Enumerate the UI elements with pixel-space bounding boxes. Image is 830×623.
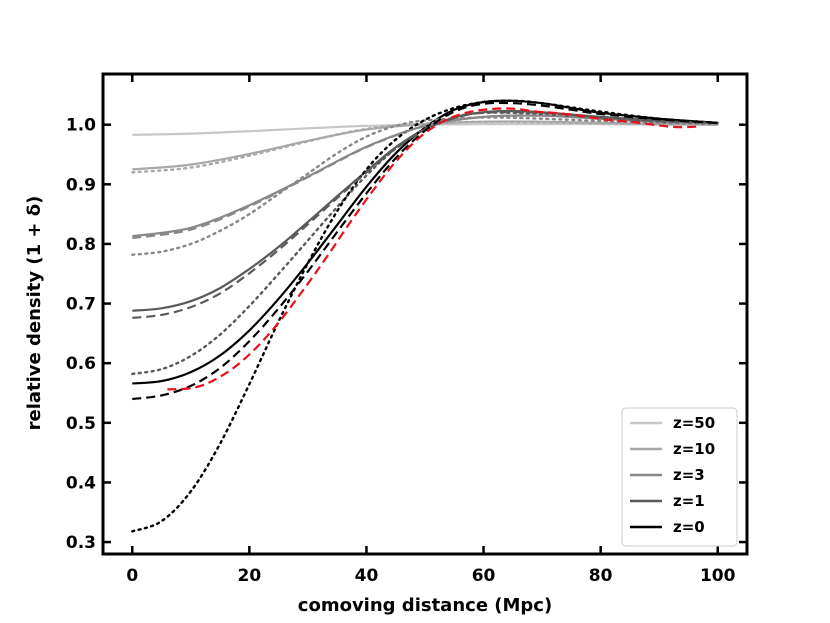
x-tick-label: 20 xyxy=(238,566,262,586)
legend-label: z=50 xyxy=(673,414,715,432)
y-tick-label: 0.7 xyxy=(66,295,96,315)
x-tick-label: 60 xyxy=(472,566,496,586)
legend-label: z=0 xyxy=(673,518,705,536)
series-line-z-10-dotted xyxy=(131,120,719,174)
x-tick-label: 40 xyxy=(355,566,379,586)
y-tick-label: 0.4 xyxy=(66,473,96,493)
x-axis-label: comoving distance (Mpc) xyxy=(298,595,552,616)
legend-label: z=1 xyxy=(673,492,705,510)
x-tick-label: 80 xyxy=(589,566,613,586)
series-layer xyxy=(131,99,719,533)
legend: z=50 z=10 z=3 z=1 z=0 xyxy=(621,407,738,547)
y-axis-label: relative density (1 + δ) xyxy=(24,196,45,431)
y-tick-label: 0.6 xyxy=(66,354,96,374)
plot-frame xyxy=(101,72,749,556)
y-tick-label: 0.5 xyxy=(66,414,96,434)
x-tick-label: 100 xyxy=(700,566,736,586)
legend-box xyxy=(621,407,738,547)
y-tick-label: 0.9 xyxy=(66,175,96,195)
y-tick-label: 1.0 xyxy=(66,116,96,136)
series-line-z-1-dashed xyxy=(132,111,718,319)
series-line-z-1 xyxy=(132,109,718,312)
legend-label: z=10 xyxy=(673,440,715,458)
legend-label: z=3 xyxy=(673,466,705,484)
series-line-z-0-dotted xyxy=(131,99,719,533)
series-line-z-0 xyxy=(132,99,718,385)
axes-layer: 0 20 40 60 80 100 0.3 0.4 0.5 0.6 0.7 0.8 0.9 1.0 xyxy=(66,72,749,586)
x-tick-label: 0 xyxy=(126,566,138,586)
series-line-z-1-dotted xyxy=(131,111,719,376)
y-tick-label: 0.8 xyxy=(66,235,96,255)
series-line-simulation-red-dashed xyxy=(167,107,701,391)
series-line-z-3 xyxy=(132,114,718,238)
series-line-z-0-dashed xyxy=(132,101,718,401)
series-line-z-3-dashed xyxy=(132,114,718,240)
series-line-z-3-dotted xyxy=(131,116,719,256)
y-tick-label: 0.3 xyxy=(66,533,96,553)
